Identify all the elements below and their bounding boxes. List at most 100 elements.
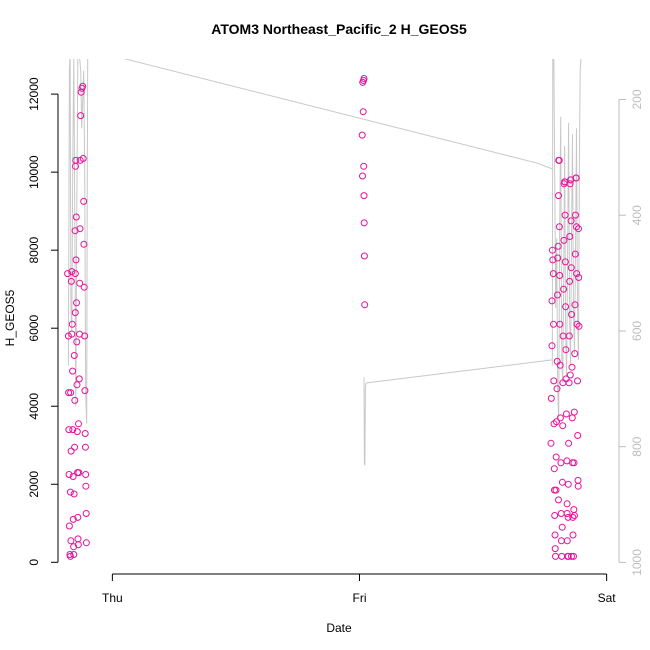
data-point — [71, 270, 79, 278]
data-point — [65, 389, 73, 397]
data-point — [572, 174, 580, 182]
data-point — [557, 510, 565, 517]
data-point — [70, 551, 78, 558]
data-point — [360, 75, 368, 82]
scatter-point-layer — [64, 75, 583, 560]
data-point — [77, 112, 85, 120]
pressure-line-thu — [67, 59, 89, 424]
data-point — [563, 537, 571, 545]
data-point — [75, 469, 83, 477]
data-point — [553, 418, 560, 426]
data-point — [571, 512, 578, 519]
left-axis-tick-label: 8000 — [27, 237, 41, 264]
data-point — [556, 414, 564, 422]
data-point — [575, 225, 582, 233]
data-point — [65, 522, 73, 530]
data-point — [552, 453, 560, 461]
data-point — [68, 268, 76, 276]
data-point — [81, 443, 89, 451]
y-axis-label: H_GEOS5 — [3, 289, 17, 346]
data-point — [558, 478, 566, 486]
data-point — [551, 512, 559, 519]
data-point — [568, 552, 575, 560]
data-point — [555, 223, 563, 231]
data-point — [575, 274, 583, 281]
data-point — [550, 320, 557, 328]
data-point — [75, 420, 82, 428]
data-point — [569, 531, 577, 539]
data-point — [359, 172, 366, 180]
x-axis-label: Date — [326, 621, 352, 635]
left-y-axis: 0 2000 4000 6000 8000 10000 12000 — [27, 77, 59, 566]
data-point — [556, 361, 564, 369]
left-axis-tick-label: 10000 — [27, 155, 41, 189]
x-axis-tick-label: Thu — [102, 591, 123, 605]
data-point — [573, 223, 580, 231]
data-point — [560, 236, 568, 244]
data-point — [558, 523, 566, 531]
data-point — [65, 471, 73, 478]
data-point — [71, 309, 79, 317]
data-point — [566, 371, 574, 379]
data-point — [359, 108, 367, 116]
data-point — [551, 545, 559, 553]
data-point — [67, 447, 75, 455]
data-point — [73, 338, 81, 346]
data-point — [564, 552, 572, 560]
data-point — [70, 352, 78, 359]
data-point — [82, 539, 90, 547]
data-point — [555, 156, 563, 164]
left-axis-tick-label: 12000 — [27, 77, 41, 111]
data-point — [571, 250, 579, 258]
data-point — [552, 486, 560, 494]
data-point — [75, 375, 83, 383]
data-point — [74, 513, 82, 521]
data-point — [561, 258, 569, 266]
plot-frame — [58, 59, 619, 574]
x-axis-tick-label: Fri — [353, 591, 367, 605]
data-point — [566, 277, 574, 285]
left-axis-tick-label: 2000 — [27, 471, 41, 498]
data-point — [73, 428, 81, 436]
data-point — [547, 394, 555, 402]
data-point — [562, 303, 570, 311]
data-point — [80, 197, 88, 205]
data-point — [570, 552, 577, 560]
data-point — [74, 541, 82, 549]
data-point — [554, 291, 561, 299]
right-axis-tick-label: 400 — [630, 205, 644, 225]
data-point — [72, 256, 80, 264]
pressure-line-cross-bottom — [365, 359, 553, 384]
data-point — [557, 459, 565, 467]
data-point — [74, 535, 82, 543]
data-point — [549, 246, 556, 254]
data-point — [574, 377, 581, 385]
data-point — [574, 476, 582, 484]
data-point — [69, 426, 77, 434]
data-point — [568, 363, 576, 371]
data-point — [575, 322, 583, 330]
data-point — [68, 320, 76, 328]
data-point — [80, 283, 88, 291]
data-point — [560, 285, 568, 293]
data-point — [572, 211, 579, 219]
data-point — [567, 264, 575, 272]
data-point — [81, 430, 89, 437]
data-point — [548, 342, 556, 350]
data-point — [82, 471, 90, 478]
chart-title: ATOM3 Northeast_Pacific_2 H_GEOS5 — [211, 21, 467, 37]
left-axis-tick-label: 6000 — [27, 315, 41, 342]
data-point — [571, 301, 579, 309]
data-point — [559, 422, 567, 430]
data-point — [66, 552, 74, 560]
data-point — [70, 543, 78, 551]
data-point — [64, 332, 72, 340]
x-axis-tick-label: Sat — [598, 591, 617, 605]
pressure-line-cross-top — [123, 59, 553, 170]
data-point — [562, 410, 570, 418]
data-point — [570, 506, 578, 514]
data-point — [566, 233, 574, 240]
data-point — [554, 254, 562, 262]
data-point — [66, 488, 74, 496]
data-point — [360, 192, 368, 200]
